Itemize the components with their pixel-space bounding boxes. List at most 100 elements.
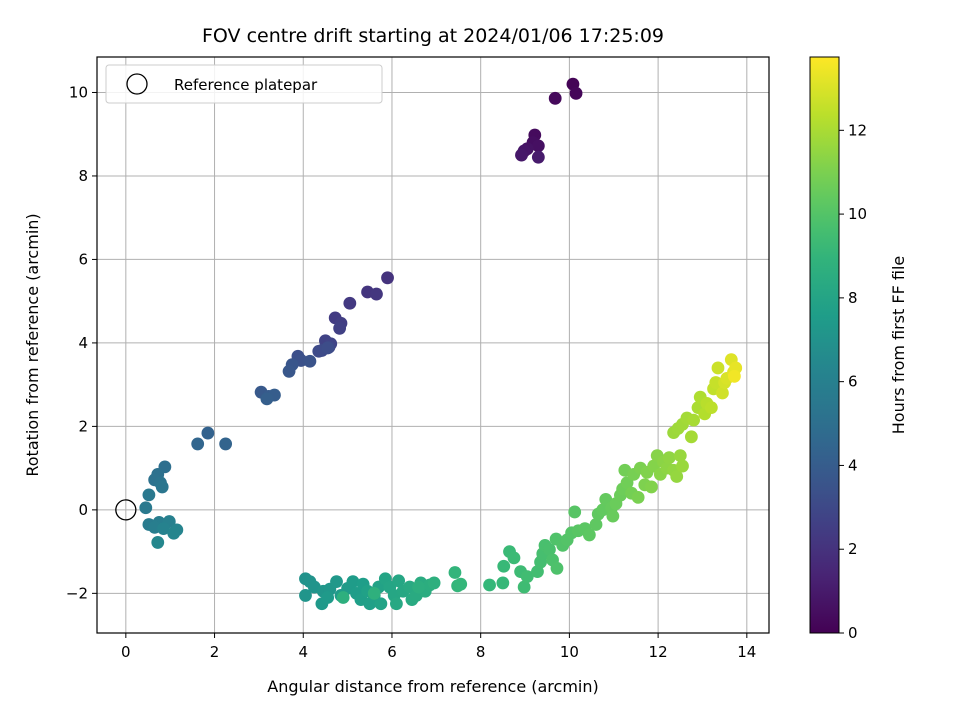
colorbar-tick-label: 4	[848, 456, 858, 474]
x-tick-label: 2	[210, 643, 220, 661]
y-tick-label: 6	[78, 250, 88, 268]
data-point	[191, 437, 205, 451]
colorbar	[809, 56, 840, 634]
data-point	[569, 86, 583, 100]
data-point	[483, 578, 496, 592]
data-point	[531, 139, 545, 153]
legend-box	[105, 64, 383, 104]
data-point	[367, 586, 381, 600]
data-point	[520, 570, 534, 584]
data-point	[496, 576, 510, 590]
colorbar-tick-label: 2	[848, 540, 858, 558]
data-point	[631, 490, 645, 504]
data-point	[709, 376, 723, 389]
data-point	[155, 480, 169, 494]
data-point	[346, 575, 360, 589]
data-point	[531, 565, 544, 579]
data-point	[374, 597, 388, 611]
data-point	[201, 426, 215, 440]
data-point	[676, 459, 689, 473]
data-point	[454, 577, 468, 591]
legend-label: Reference platepar	[174, 76, 318, 94]
reference-platepar-marker	[115, 499, 137, 521]
colorbar-tick-label: 12	[848, 121, 867, 139]
data-point	[336, 591, 350, 604]
data-point	[606, 509, 620, 523]
data-point	[662, 451, 676, 465]
data-point	[728, 369, 741, 383]
y-tick-label: 8	[78, 167, 88, 185]
x-axis-ticks: 0 2 4 6 8 10 12 14	[121, 633, 756, 661]
data-point	[687, 413, 700, 427]
data-point	[321, 341, 335, 355]
y-tick-label: 10	[69, 83, 88, 101]
data-point	[550, 561, 564, 575]
y-tick-label: 4	[78, 334, 88, 352]
x-axis-label: Angular distance from reference (arcmin)	[267, 677, 598, 696]
data-point	[517, 580, 531, 594]
colorbar-ticks: 0 2 4 6 8 10 12	[839, 121, 867, 642]
data-point	[167, 526, 181, 540]
y-axis-ticks: −2 0 2 4 6 8 10	[66, 83, 97, 602]
data-point	[704, 401, 718, 415]
data-point	[321, 591, 335, 604]
colorbar-label: Hours from first FF file	[889, 256, 908, 435]
data-point	[568, 505, 582, 519]
legend: Reference platepar	[105, 64, 383, 104]
x-tick-label: 12	[649, 643, 668, 661]
data-point	[716, 386, 729, 400]
plot-frame	[96, 56, 770, 634]
x-tick-label: 14	[737, 643, 756, 661]
data-point	[303, 354, 317, 368]
grid-lines	[97, 57, 769, 633]
y-tick-label: −2	[66, 584, 88, 602]
data-point	[645, 480, 658, 494]
data-point	[448, 566, 462, 579]
data-point	[711, 361, 725, 375]
colorbar-tick-label: 8	[848, 289, 858, 307]
data-point	[139, 501, 153, 515]
data-point	[543, 543, 556, 556]
colorbar-tick-label: 6	[848, 373, 858, 391]
data-point	[412, 580, 425, 594]
data-point	[531, 150, 545, 164]
y-tick-label: 0	[78, 501, 88, 519]
data-point	[427, 576, 441, 590]
data-points	[139, 77, 743, 611]
data-point	[299, 589, 312, 602]
reference-marker-layer	[115, 499, 137, 521]
data-point	[392, 574, 406, 588]
y-axis-label: Rotation from reference (arcmin)	[23, 213, 42, 476]
data-point	[515, 148, 528, 162]
data-point	[370, 287, 383, 301]
data-point	[673, 449, 687, 463]
data-point	[343, 296, 357, 310]
y-tick-label: 2	[78, 417, 88, 435]
colorbar-tick-label: 10	[848, 205, 867, 223]
data-point	[390, 597, 403, 611]
x-tick-label: 10	[560, 643, 579, 661]
x-tick-label: 6	[387, 643, 397, 661]
x-tick-label: 4	[298, 643, 308, 661]
chart-title: FOV centre drift starting at 2024/01/06 …	[202, 25, 664, 47]
x-tick-label: 0	[121, 643, 131, 661]
data-point	[670, 470, 684, 483]
x-tick-label: 8	[476, 643, 486, 661]
data-point	[497, 559, 511, 573]
data-point	[507, 551, 521, 565]
colorbar-tick-label: 0	[848, 624, 858, 642]
data-point	[589, 518, 603, 531]
data-point	[282, 364, 296, 378]
data-point	[157, 522, 170, 536]
data-point	[684, 430, 698, 444]
legend-reference-marker	[126, 73, 148, 95]
data-point	[381, 271, 394, 285]
data-point	[582, 528, 596, 542]
data-point	[330, 575, 343, 589]
data-point	[219, 437, 233, 451]
data-point	[548, 91, 562, 105]
data-point	[260, 392, 274, 406]
data-point	[151, 536, 165, 549]
